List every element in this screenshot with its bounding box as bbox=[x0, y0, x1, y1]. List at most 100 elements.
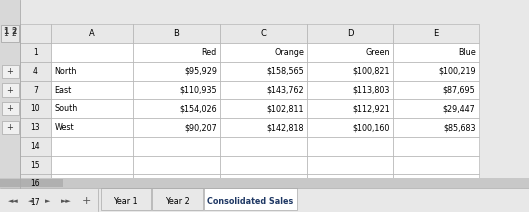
Text: ►►: ►► bbox=[61, 198, 71, 204]
Text: B: B bbox=[174, 29, 179, 38]
Bar bbox=[307, 118, 393, 137]
Text: 4: 4 bbox=[33, 67, 38, 76]
Bar bbox=[2, 65, 19, 78]
Text: $158,565: $158,565 bbox=[267, 67, 304, 76]
Bar bbox=[220, 43, 307, 62]
Bar bbox=[20, 156, 51, 174]
Text: Consolidated Sales: Consolidated Sales bbox=[207, 197, 294, 205]
Bar bbox=[220, 137, 307, 156]
Text: C: C bbox=[261, 29, 267, 38]
Bar bbox=[393, 137, 479, 156]
Text: Blue: Blue bbox=[458, 48, 476, 57]
Bar bbox=[51, 118, 133, 137]
Bar bbox=[307, 99, 393, 118]
Bar bbox=[204, 188, 297, 210]
Text: $29,447: $29,447 bbox=[443, 104, 476, 113]
Text: $87,695: $87,695 bbox=[443, 86, 476, 95]
Bar bbox=[2, 102, 19, 115]
Text: $90,207: $90,207 bbox=[184, 123, 217, 132]
Text: +: + bbox=[7, 104, 13, 113]
Bar bbox=[307, 43, 393, 62]
Text: $110,935: $110,935 bbox=[179, 86, 217, 95]
Bar bbox=[133, 137, 220, 156]
Bar bbox=[393, 62, 479, 81]
Bar bbox=[152, 188, 203, 210]
Bar bbox=[51, 43, 133, 62]
Bar bbox=[307, 137, 393, 156]
Bar bbox=[393, 43, 479, 62]
Bar bbox=[0, 188, 529, 212]
Text: E: E bbox=[433, 29, 439, 38]
Bar bbox=[51, 174, 133, 193]
Text: Green: Green bbox=[366, 48, 390, 57]
Text: ◄: ◄ bbox=[28, 198, 33, 204]
Bar bbox=[393, 118, 479, 137]
Bar bbox=[1, 25, 19, 42]
Text: $113,803: $113,803 bbox=[352, 86, 390, 95]
Text: +: + bbox=[7, 123, 13, 132]
Bar bbox=[20, 43, 51, 62]
Bar bbox=[20, 62, 51, 81]
Bar bbox=[133, 156, 220, 174]
Bar bbox=[20, 99, 51, 118]
Bar bbox=[20, 137, 51, 156]
Text: $154,026: $154,026 bbox=[179, 104, 217, 113]
Bar bbox=[307, 81, 393, 99]
Bar bbox=[133, 118, 220, 137]
FancyBboxPatch shape bbox=[0, 0, 20, 188]
Bar bbox=[51, 62, 133, 81]
Bar bbox=[393, 193, 479, 212]
Bar bbox=[220, 62, 307, 81]
Bar bbox=[2, 84, 19, 97]
Text: West: West bbox=[54, 123, 74, 132]
Bar bbox=[20, 174, 51, 193]
Bar bbox=[307, 24, 393, 43]
Text: South: South bbox=[54, 104, 78, 113]
Bar bbox=[393, 99, 479, 118]
Text: $100,219: $100,219 bbox=[438, 67, 476, 76]
Text: 16: 16 bbox=[31, 179, 40, 188]
Text: +: + bbox=[7, 67, 13, 76]
Bar bbox=[133, 62, 220, 81]
Bar bbox=[220, 99, 307, 118]
Bar bbox=[2, 121, 19, 134]
Text: $95,929: $95,929 bbox=[184, 67, 217, 76]
Text: 1: 1 bbox=[3, 27, 8, 36]
Text: 1: 1 bbox=[33, 48, 38, 57]
Text: $143,762: $143,762 bbox=[267, 86, 304, 95]
Text: +: + bbox=[81, 196, 91, 206]
Bar bbox=[51, 137, 133, 156]
Bar bbox=[0, 179, 63, 187]
Bar bbox=[220, 81, 307, 99]
Text: 17: 17 bbox=[31, 198, 40, 207]
Bar bbox=[133, 174, 220, 193]
Bar bbox=[20, 81, 51, 99]
Bar bbox=[133, 43, 220, 62]
Bar bbox=[133, 99, 220, 118]
Bar bbox=[133, 81, 220, 99]
Text: $100,160: $100,160 bbox=[352, 123, 390, 132]
Bar bbox=[220, 174, 307, 193]
Bar bbox=[20, 193, 51, 212]
Bar bbox=[220, 156, 307, 174]
Text: 14: 14 bbox=[31, 142, 40, 151]
Text: $112,921: $112,921 bbox=[352, 104, 390, 113]
Text: ◄◄: ◄◄ bbox=[8, 198, 19, 204]
Text: 1: 1 bbox=[3, 29, 8, 38]
Text: +: + bbox=[7, 86, 13, 95]
Bar bbox=[220, 24, 307, 43]
Bar bbox=[307, 156, 393, 174]
Text: Year 1: Year 1 bbox=[113, 197, 138, 205]
Bar bbox=[51, 24, 133, 43]
Bar bbox=[133, 24, 220, 43]
Bar bbox=[51, 156, 133, 174]
Text: Red: Red bbox=[202, 48, 217, 57]
Bar bbox=[0, 178, 529, 188]
Text: ►: ► bbox=[45, 198, 51, 204]
Bar bbox=[133, 193, 220, 212]
Text: 10: 10 bbox=[31, 104, 40, 113]
Text: 15: 15 bbox=[31, 161, 40, 170]
Text: 13: 13 bbox=[31, 123, 40, 132]
Bar bbox=[307, 174, 393, 193]
Bar bbox=[220, 118, 307, 137]
